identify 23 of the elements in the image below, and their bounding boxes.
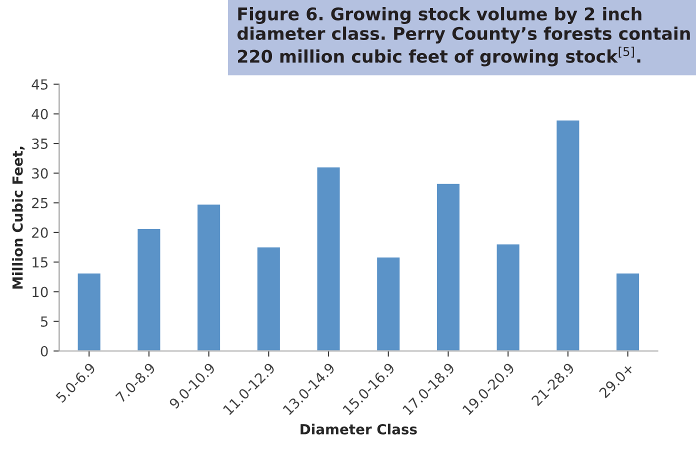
y-tick-label: 45 — [32, 79, 48, 90]
y-tick-label: 5 — [40, 316, 48, 327]
bar — [436, 182, 461, 351]
y-tick-label: 40 — [32, 108, 48, 120]
y-tick-label: 0 — [40, 346, 48, 356]
bar — [316, 166, 342, 351]
x-axis-title: Diameter Class — [300, 424, 417, 435]
y-tick-label: 20 — [32, 227, 48, 238]
bar — [136, 228, 162, 351]
bar — [376, 256, 402, 351]
y-tick-label: 15 — [32, 257, 48, 268]
bar — [555, 119, 581, 351]
bar — [76, 272, 102, 351]
y-tick-label: 30 — [32, 168, 48, 179]
y-tick-label: 35 — [32, 138, 48, 149]
bar — [256, 246, 282, 351]
bar — [196, 203, 222, 351]
bar — [615, 272, 640, 351]
y-tick-label: 10 — [32, 286, 48, 298]
y-tick-label: 25 — [32, 198, 48, 208]
bar — [495, 243, 521, 351]
y-axis-title: Million Cubic Feet, — [12, 146, 25, 289]
chart-title: Figure 6. Growing stock volume by 2 inch diameter class. Perry County’s forests contain 220 million cubic feet of growing stock$^{[5]}$. — [237, 7, 690, 66]
